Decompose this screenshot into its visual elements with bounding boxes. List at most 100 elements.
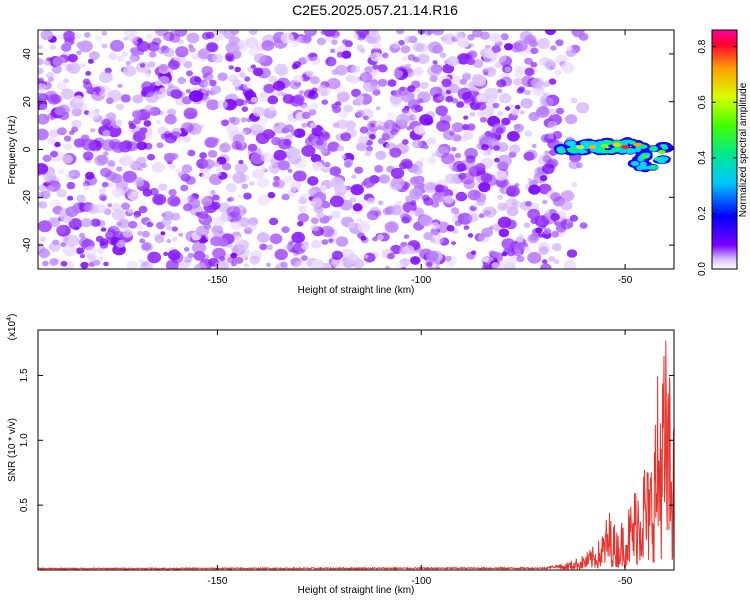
signal-core <box>659 144 668 148</box>
noise-blob <box>79 253 86 259</box>
noise-blob <box>386 112 396 120</box>
noise-blob <box>508 104 515 109</box>
noise-blob <box>212 194 220 201</box>
noise-blob <box>38 201 48 209</box>
noise-blob <box>413 67 424 76</box>
signal-core <box>565 140 577 147</box>
noise-blob <box>186 195 196 203</box>
noise-blob <box>527 208 540 220</box>
noise-blob <box>145 92 159 104</box>
noise-blob <box>374 165 384 173</box>
noise-blob <box>514 69 524 78</box>
noise-blob <box>406 68 413 74</box>
noise-blob <box>246 117 252 123</box>
noise-blob <box>399 258 410 267</box>
noise-blob <box>343 104 353 113</box>
noise-blob <box>177 76 187 85</box>
noise-blob <box>38 184 47 192</box>
noise-blob <box>417 53 430 64</box>
noise-blob <box>359 126 369 134</box>
noise-blob <box>389 147 402 158</box>
noise-blob <box>364 66 373 73</box>
noise-blob <box>548 108 557 116</box>
noise-blob <box>353 35 359 40</box>
noise-blob <box>287 147 300 159</box>
noise-blob <box>436 85 447 94</box>
noise-blob <box>170 154 176 160</box>
noise-blob <box>427 65 442 77</box>
spectrogram-x-tick-label: -150 <box>207 275 227 286</box>
noise-blob <box>362 80 377 93</box>
noise-blob <box>234 162 248 174</box>
noise-blob <box>375 106 381 111</box>
noise-blob <box>401 91 415 103</box>
noise-blob <box>327 141 340 152</box>
noise-blob <box>177 171 187 179</box>
noise-blob <box>491 45 502 54</box>
noise-blob <box>117 83 123 88</box>
noise-blob <box>111 186 125 198</box>
snr-x-ticks: -150 -100 -50 <box>207 330 633 587</box>
noise-blob <box>462 73 471 82</box>
noise-blob <box>337 145 345 152</box>
noise-blob <box>206 99 220 111</box>
noise-blob <box>507 131 520 142</box>
noise-blob <box>413 115 418 120</box>
noise-blob <box>441 78 452 88</box>
noise-blob <box>312 161 324 171</box>
noise-blob <box>298 205 307 213</box>
noise-blob <box>363 254 369 259</box>
noise-blob <box>412 166 423 175</box>
noise-blob <box>198 262 206 268</box>
colorbar-tick-label: 0.8 <box>697 39 708 53</box>
noise-blob <box>212 247 226 259</box>
noise-blob <box>355 109 365 118</box>
noise-blob <box>316 37 327 46</box>
noise-blob <box>463 98 470 104</box>
noise-blob <box>231 261 237 267</box>
noise-blob <box>230 117 240 125</box>
noise-blob <box>570 97 578 104</box>
noise-blob <box>95 35 102 42</box>
noise-blob <box>200 196 213 207</box>
noise-blob <box>524 67 535 76</box>
noise-blob <box>309 122 317 129</box>
noise-blob <box>122 170 137 183</box>
noise-blob <box>89 128 96 133</box>
noise-blob <box>457 87 472 100</box>
signal-core <box>647 165 659 170</box>
spectrogram-marks <box>38 30 674 269</box>
noise-blob <box>39 103 48 111</box>
noise-blob <box>484 87 499 100</box>
noise-blob <box>223 30 236 40</box>
noise-blob <box>462 72 472 80</box>
noise-blob <box>99 241 109 249</box>
noise-blob <box>504 43 513 51</box>
noise-blob <box>527 233 539 244</box>
noise-blob <box>154 195 164 204</box>
snr-y-tick-label: 0.5 <box>19 498 30 512</box>
noise-blob <box>509 144 521 154</box>
noise-blob <box>272 80 286 91</box>
noise-blob <box>118 239 126 246</box>
noise-blob <box>382 207 392 216</box>
noise-blob <box>542 97 554 107</box>
noise-blob <box>169 33 181 43</box>
noise-blob <box>151 161 165 173</box>
noise-blob <box>38 192 45 199</box>
noise-blob <box>283 138 292 146</box>
noise-blob <box>518 86 526 92</box>
noise-blob <box>38 128 49 141</box>
noise-blob <box>401 55 408 62</box>
noise-blob <box>354 166 364 174</box>
noise-blob <box>303 89 315 99</box>
noise-blob <box>501 251 508 257</box>
noise-blob <box>330 210 341 219</box>
noise-blob <box>301 244 309 250</box>
noise-blob <box>141 163 147 169</box>
noise-blob <box>170 89 177 95</box>
noise-blob <box>431 234 444 245</box>
noise-blob <box>189 75 202 86</box>
noise-blob <box>101 181 109 188</box>
noise-blob <box>335 64 348 76</box>
